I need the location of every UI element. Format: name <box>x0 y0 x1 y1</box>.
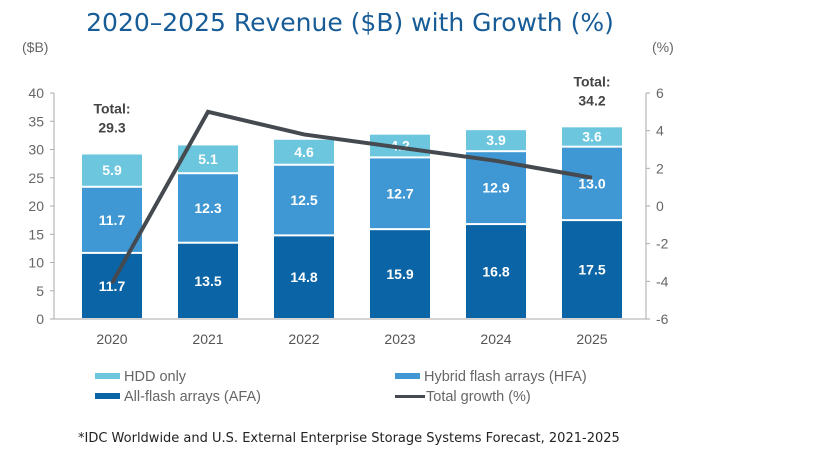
bar-value-label: 3.9 <box>486 132 506 148</box>
total-label: Total: <box>93 100 130 116</box>
bar-segment <box>82 154 142 186</box>
total-value: 29.3 <box>98 119 125 135</box>
chart-title: 2020–2025 Revenue ($B) with Growth (%) <box>86 8 614 37</box>
bar-value-label: 3.6 <box>582 129 602 145</box>
legend-swatch <box>95 393 120 399</box>
bar-segment <box>274 236 334 318</box>
bar-segment <box>466 225 526 318</box>
bar-segment <box>562 127 622 146</box>
bar-segment <box>370 158 430 229</box>
legend-label: Total growth (%) <box>426 389 531 405</box>
bar-segment <box>466 130 526 151</box>
legend-swatch <box>395 373 420 379</box>
right-tick-label: -6 <box>656 311 669 327</box>
left-tick-label: 35 <box>28 113 44 129</box>
bar-value-label: 5.9 <box>102 162 122 178</box>
bar-value-label: 12.9 <box>482 180 509 196</box>
left-tick-label: 30 <box>28 142 44 158</box>
bar-value-label: 12.3 <box>194 200 221 216</box>
bar-value-label: 12.7 <box>386 185 413 201</box>
bar-segment <box>178 174 238 242</box>
bar-segment <box>82 187 142 252</box>
total-value: 34.2 <box>578 92 605 108</box>
bar-value-label: 11.7 <box>99 212 126 228</box>
bar-segment <box>178 243 238 318</box>
x-tick-label: 2020 <box>96 331 127 347</box>
bar-value-label: 15.9 <box>386 266 413 282</box>
right-tick-label: 0 <box>656 198 664 214</box>
left-tick-label: 15 <box>28 226 44 242</box>
bar-value-label: 11.7 <box>99 278 126 294</box>
bar-segment <box>274 139 334 164</box>
right-axis-unit: (%) <box>652 39 674 55</box>
left-tick-label: 40 <box>28 85 44 101</box>
x-tick-label: 2023 <box>384 331 415 347</box>
left-tick-label: 10 <box>28 255 44 271</box>
legend-label: All-flash arrays (AFA) <box>124 389 261 405</box>
left-tick-label: 25 <box>28 170 44 186</box>
footnote: *IDC Worldwide and U.S. External Enterpr… <box>78 431 620 446</box>
left-tick-label: 5 <box>36 283 44 299</box>
bar-value-label: 5.1 <box>198 151 218 167</box>
legend-swatch-line <box>395 395 425 398</box>
left-axis-unit: ($B) <box>22 39 48 55</box>
right-tick-label: -2 <box>656 236 669 252</box>
bar-segment <box>562 147 622 220</box>
bar-value-label: 13.5 <box>194 273 221 289</box>
left-tick-label: 20 <box>28 198 44 214</box>
x-tick-label: 2021 <box>192 331 223 347</box>
legend-label: HDD only <box>124 369 187 385</box>
bar-segment <box>370 230 430 318</box>
bar-segment <box>82 253 142 318</box>
bar-segment <box>562 221 622 318</box>
legend-label: Hybrid flash arrays (HFA) <box>424 369 587 385</box>
bar-value-label: 13.0 <box>578 175 605 191</box>
bar-value-label: 16.8 <box>482 264 509 280</box>
x-tick-label: 2024 <box>480 331 511 347</box>
x-tick-label: 2022 <box>288 331 319 347</box>
growth-line <box>110 109 593 285</box>
right-tick-label: 4 <box>656 123 664 139</box>
right-tick-label: 6 <box>656 85 664 101</box>
bar-value-label: 17.5 <box>578 262 605 278</box>
bar-value-label: 12.5 <box>290 192 317 208</box>
legend-swatch <box>95 373 120 379</box>
x-tick-label: 2025 <box>576 331 607 347</box>
bar-value-label: 4.6 <box>294 144 314 160</box>
right-tick-label: -4 <box>656 273 669 289</box>
bar-segment <box>274 165 334 235</box>
left-tick-label: 0 <box>36 311 44 327</box>
bar-value-label: 14.8 <box>290 269 317 285</box>
right-tick-label: 2 <box>656 160 664 176</box>
total-label: Total: <box>573 73 610 89</box>
